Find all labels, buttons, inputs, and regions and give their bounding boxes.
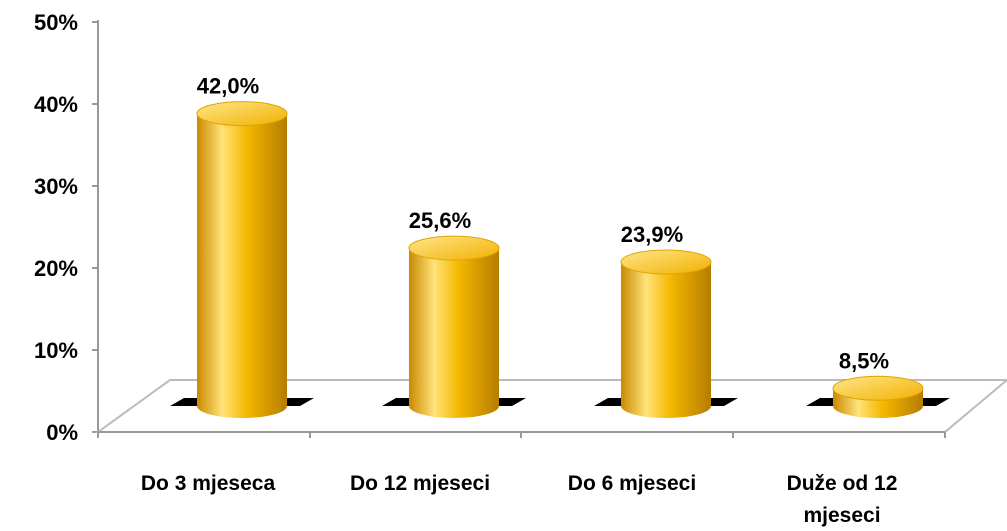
bar-body [197,113,287,418]
bar-top [620,249,712,275]
y-tick-label: 10% [34,338,78,363]
bars-group: 42,0% 25,6% 23,9% 8,5% [170,74,950,418]
y-axis-ticks [92,21,98,433]
bar-1: 42,0% [170,74,314,418]
bar-2: 25,6% [382,208,526,418]
category-label: Do 12 mjeseci [350,472,490,495]
category-label: Duže od 12 mjeseci [787,472,898,527]
data-label: 8,5% [839,348,889,373]
y-axis-labels: 50% 40% 30% 20% 10% 0% [34,10,78,445]
category-label: Do 3 mjeseca [141,472,276,495]
bar-4: 8,5% [806,348,950,418]
category-label: Do 6 mjeseci [568,472,696,495]
x-axis-labels: Do 3 mjeseca Do 12 mjeseci Do 6 mjeseci … [141,472,898,527]
y-tick-label: 40% [34,92,78,117]
data-label: 25,6% [409,208,471,233]
y-tick-label: 50% [34,10,78,35]
y-tick-label: 30% [34,174,78,199]
bar-body [621,262,711,418]
y-tick-label: 0% [46,420,78,445]
bar-3: 23,9% [594,222,738,418]
bar-top [832,375,924,401]
x-axis-ticks [97,432,946,438]
bar-body [409,248,499,418]
data-label: 23,9% [621,222,683,247]
bar-top [196,101,288,127]
bar-top [408,235,500,261]
data-label: 42,0% [197,74,259,99]
y-tick-label: 20% [34,256,78,281]
